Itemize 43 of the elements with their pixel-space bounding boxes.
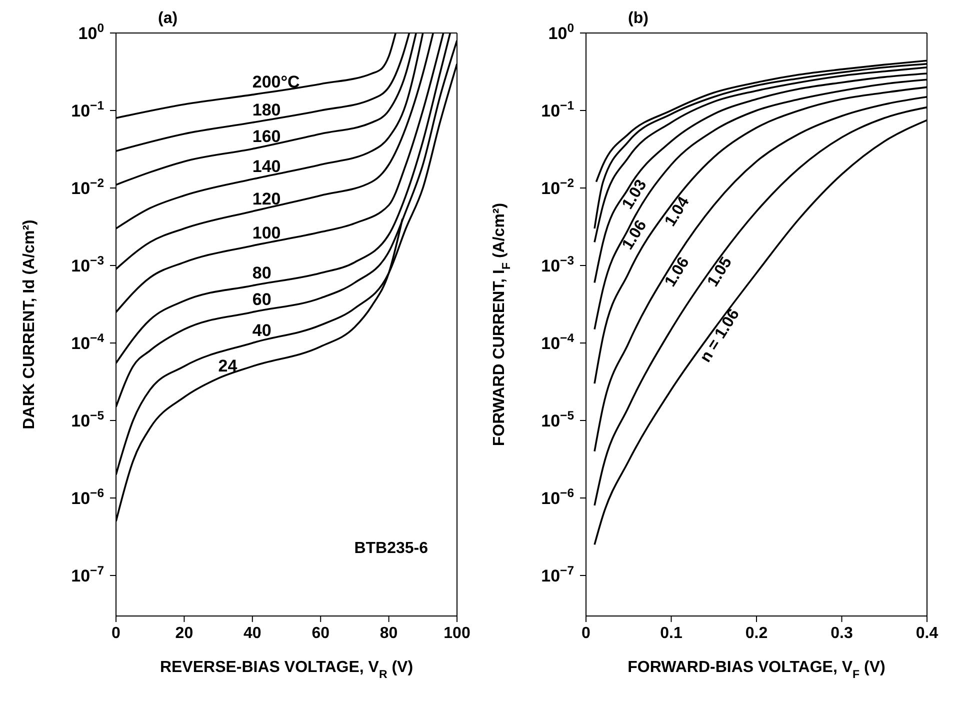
y-tick-label: 10$^{−7}$	[71, 563, 104, 586]
y-tick-label: 10$^{−3}$	[71, 253, 104, 276]
series-label: 100	[252, 224, 281, 243]
series-label: 120	[252, 189, 281, 208]
y-tick-label: 10$^{−6}$	[71, 486, 104, 508]
x-tick-label: 0.4	[916, 625, 938, 642]
chart-title: (b)	[628, 10, 648, 28]
series-label: 40	[252, 320, 272, 340]
y-tick-label: 10$^{−1}$	[541, 98, 574, 120]
x-tick-label: 60	[312, 625, 330, 642]
x-axis-title: FORWARD-BIAS VOLTAGE, V$_{F}$ (V)	[628, 659, 886, 681]
annotation: BTB235-6	[354, 540, 428, 558]
x-tick-label: 20	[175, 625, 194, 642]
series-label: 180	[252, 100, 281, 120]
y-tick-label: 10$^{−2}$	[71, 176, 104, 198]
y-tick-label: 10$^{−2}$	[541, 176, 574, 198]
series-label: 24	[218, 356, 238, 376]
series-label: 160	[252, 126, 281, 146]
y-axis-title: DARK CURRENT, Id (A/cm²)	[21, 220, 38, 430]
x-tick-label: 0.2	[745, 625, 768, 642]
series-label: 200°C	[252, 72, 300, 92]
y-tick-label: 10$^{0}$	[78, 21, 104, 43]
y-tick-label: 10$^{−5}$	[71, 408, 104, 430]
y-tick-label: 10$^{0}$	[548, 21, 574, 43]
y-tick-label: 10$^{−3}$	[541, 253, 574, 276]
x-tick-label: 0	[582, 625, 591, 642]
y-tick-label: 10$^{−5}$	[541, 408, 574, 430]
y-tick-label: 10$^{−6}$	[541, 486, 574, 508]
x-tick-label: 40	[244, 625, 262, 642]
series-label: 60	[252, 290, 272, 310]
y-tick-label: 10$^{−7}$	[541, 563, 574, 586]
x-tick-label: 100	[444, 625, 470, 642]
x-tick-label: 80	[380, 625, 398, 642]
chart-title: (a)	[158, 10, 178, 28]
y-tick-label: 10$^{−4}$	[541, 330, 574, 353]
x-tick-label: 0	[112, 625, 121, 642]
x-tick-label: 0.3	[830, 625, 853, 642]
y-tick-label: 10$^{−1}$	[71, 98, 104, 120]
y-tick-label: 10$^{−4}$	[71, 330, 104, 353]
x-tick-label: 0.1	[660, 625, 682, 642]
x-axis-title: REVERSE-BIAS VOLTAGE, V$_{R}$ (V)	[160, 659, 414, 681]
series-label: 80	[252, 264, 272, 283]
series-label: 140	[252, 157, 281, 176]
